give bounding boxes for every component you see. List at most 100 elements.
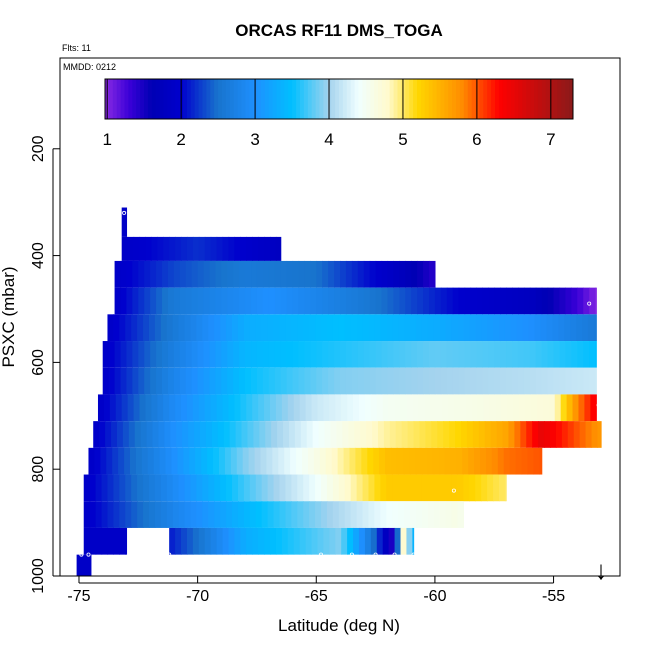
heatmap-cell — [369, 341, 377, 368]
heatmap-cell — [114, 367, 122, 395]
heatmap-cell — [362, 474, 370, 502]
heatmap-cell — [523, 287, 531, 315]
heatmap-cell — [493, 474, 500, 502]
heatmap-cell — [356, 314, 364, 342]
heatmap-cell — [567, 421, 575, 448]
heatmap-cell — [292, 287, 300, 315]
colorbar-tick-label: 3 — [250, 130, 259, 149]
heatmap-cell — [353, 527, 360, 555]
heatmap-cell — [169, 236, 176, 261]
heatmap-cell — [218, 447, 226, 475]
heatmap-cell — [214, 501, 221, 528]
heatmap-cell — [259, 421, 266, 448]
heatmap-cell — [437, 421, 444, 448]
heatmap-cell — [355, 447, 362, 475]
heatmap-cell — [203, 260, 211, 288]
heatmap-cell — [494, 287, 501, 315]
heatmap-cell — [417, 341, 424, 368]
heatmap-cell — [482, 287, 489, 315]
heatmap-cell — [591, 421, 599, 448]
heatmap-cell — [181, 236, 188, 261]
heatmap-cell — [144, 367, 151, 395]
heatmap-cell — [163, 394, 170, 422]
heatmap-cell — [380, 501, 387, 528]
heatmap-cell — [126, 260, 133, 288]
heatmap-cell — [340, 287, 347, 315]
heatmap-cell — [232, 314, 239, 342]
heatmap-cell — [396, 447, 404, 475]
data-point — [587, 301, 592, 306]
colorbar-swatch — [222, 79, 227, 119]
heatmap-cell — [185, 341, 193, 368]
heatmap-cell — [484, 421, 492, 448]
heatmap-cell — [572, 394, 580, 422]
heatmap-cell — [382, 527, 390, 555]
heatmap-cell — [357, 260, 365, 288]
heatmap-cell — [519, 394, 526, 422]
heatmap-cell — [531, 394, 538, 422]
heatmap-cell — [306, 421, 314, 448]
heatmap-cell — [344, 474, 352, 502]
heatmap-cell — [239, 367, 246, 395]
heatmap-cell — [152, 421, 160, 448]
heatmap-cell — [245, 287, 252, 315]
colorbar-swatch — [459, 79, 465, 119]
heatmap-cell — [204, 527, 212, 555]
heatmap-cell — [595, 287, 597, 315]
colorbar-swatch — [210, 79, 215, 119]
heatmap-cell — [395, 421, 403, 448]
heatmap-cell — [547, 287, 555, 315]
heatmap-cell — [388, 527, 396, 555]
heatmap-cell — [202, 314, 209, 342]
heatmap-cell — [158, 421, 165, 448]
heatmap-cell — [113, 527, 120, 555]
colorbar-swatch — [487, 79, 492, 119]
heatmap-cell — [410, 474, 417, 502]
heatmap-cell — [387, 287, 394, 315]
colorbar-swatch — [498, 79, 504, 119]
colorbar-swatch — [510, 79, 515, 119]
heatmap-cell — [101, 501, 109, 528]
heatmap-cell — [332, 474, 340, 502]
heatmap-cell — [223, 421, 231, 448]
heatmap-cell — [345, 260, 353, 288]
heatmap-cell — [261, 501, 269, 528]
y-tick-label: 200 — [30, 135, 47, 162]
colorbar-swatch — [389, 79, 395, 119]
heatmap-cell — [131, 474, 138, 502]
heatmap-cell — [433, 501, 441, 528]
heatmap-cell — [387, 341, 394, 368]
heatmap-cell — [298, 341, 305, 368]
heatmap-cell — [166, 314, 174, 342]
colorbar-swatch — [175, 79, 180, 119]
heatmap-cell — [121, 207, 128, 213]
heatmap-cell — [380, 474, 387, 502]
heatmap-cell — [126, 367, 133, 395]
heatmap-cell — [277, 421, 284, 448]
heatmap-cell — [362, 501, 370, 528]
heatmap-cell — [351, 287, 359, 315]
heatmap-cell — [261, 474, 269, 502]
heatmap-cell — [465, 394, 473, 422]
heatmap-cell — [229, 421, 237, 448]
heatmap-cell — [303, 314, 310, 342]
heatmap-cell — [427, 501, 435, 528]
heatmap-cell — [470, 341, 478, 368]
heatmap-cell — [340, 367, 347, 395]
heatmap-cell — [389, 421, 397, 448]
heatmap-cell — [328, 341, 335, 368]
heatmap-cell — [392, 314, 399, 342]
heatmap-cell — [439, 314, 447, 342]
heatmap-cell — [399, 367, 406, 395]
heatmap-cell — [404, 501, 411, 528]
heatmap-cell — [262, 367, 270, 395]
colorbar-swatch — [264, 79, 270, 119]
colorbar-swatch — [311, 79, 317, 119]
heatmap-cell — [178, 501, 186, 528]
heatmap-cell — [375, 367, 383, 395]
heatmap-cell — [272, 447, 279, 475]
flights-annotation: Flts: 11 — [62, 43, 91, 53]
heatmap-cell — [227, 287, 234, 315]
heatmap-cell — [89, 527, 97, 555]
heatmap-cell — [297, 501, 304, 528]
